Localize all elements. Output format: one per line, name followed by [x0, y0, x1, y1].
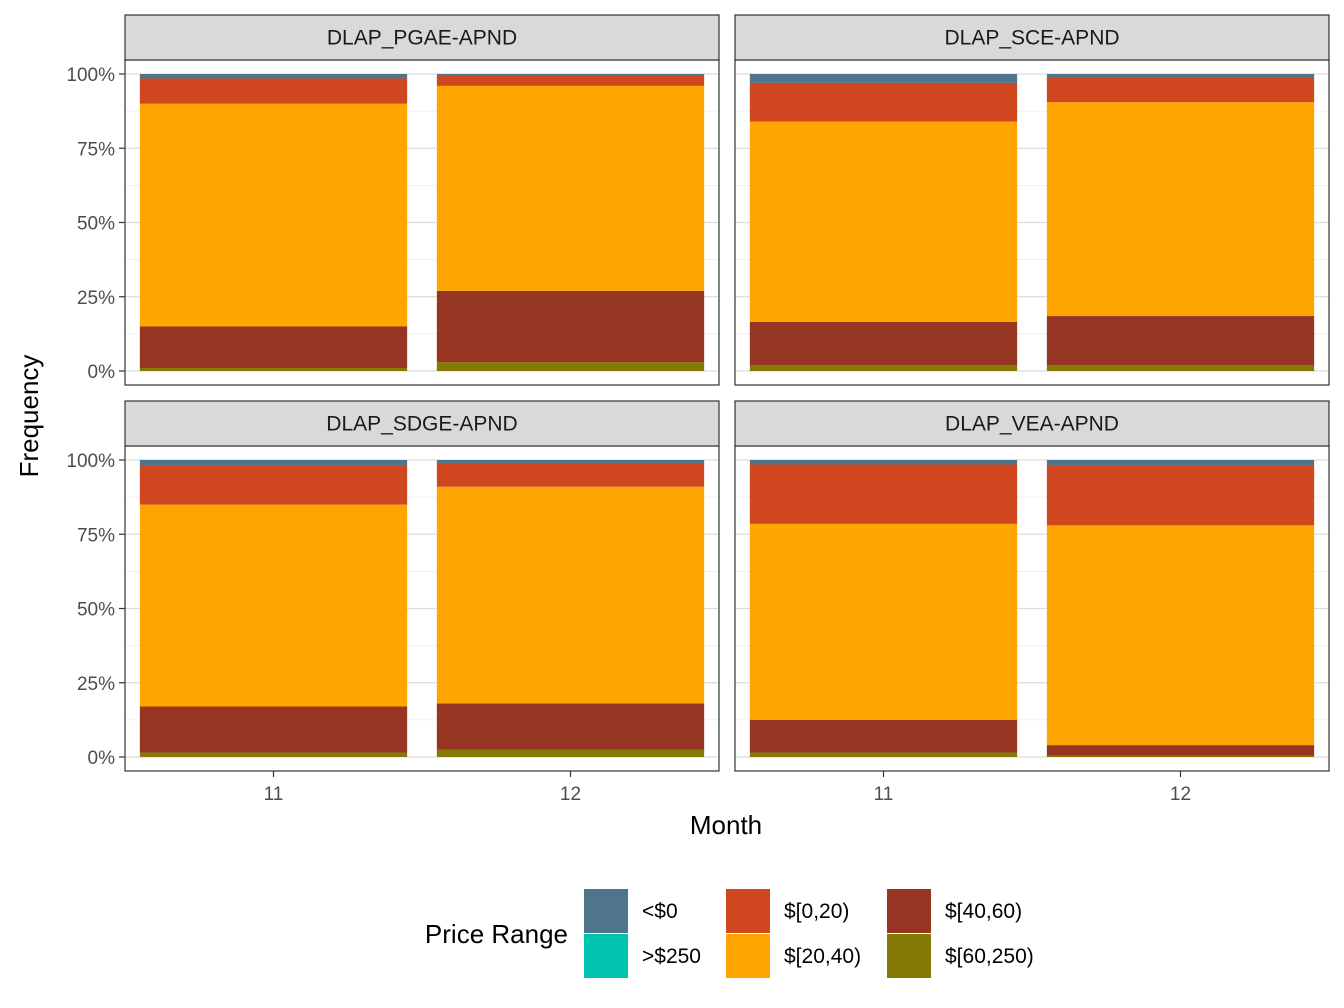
bar-segment — [139, 706, 408, 753]
bar-segment — [749, 752, 1018, 757]
legend-key — [726, 934, 770, 978]
bar-segment — [1046, 102, 1315, 317]
bar-segment — [1046, 76, 1315, 103]
bar-segment — [749, 365, 1018, 371]
bar-segment — [139, 460, 408, 466]
bar-segment — [1046, 755, 1315, 757]
y-tick-label: 25% — [77, 674, 115, 695]
y-tick-label: 75% — [77, 139, 115, 160]
y-tick-label: 25% — [77, 288, 115, 309]
x-tick-label: 11 — [874, 784, 894, 805]
legend-label: <$0 — [642, 900, 678, 923]
legend-label: >$250 — [642, 945, 701, 968]
legend: Price Range <$0 >$250 $[0,20) $[20,40) $[40,… — [425, 889, 1034, 978]
bar-segment — [1046, 365, 1315, 371]
bar-segment — [436, 75, 705, 86]
legend-key — [887, 934, 931, 978]
panels-layer: DLAP_PGAE-APND DLAP_SCE-APND DLAP_SDGE-APN… — [124, 14, 1330, 772]
bar-segment — [749, 523, 1018, 720]
y-tick-label: 50% — [77, 600, 115, 621]
bar-segment — [436, 74, 705, 76]
facet-panel: DLAP_VEA-APND — [734, 400, 1330, 772]
legend-key — [584, 889, 628, 933]
axes-layer: 0% 25% 50% 75% 100% 0% 25% 50% 75% 100% 11 12 11 12 — [66, 65, 1191, 805]
legend-key — [887, 889, 931, 933]
y-tick-label: 0% — [88, 748, 116, 769]
x-axis-title: Month — [690, 810, 762, 840]
bar-segment — [1046, 525, 1315, 746]
bar-segment — [436, 362, 705, 371]
facet-panel: DLAP_PGAE-APND — [124, 14, 720, 386]
x-tick-label: 12 — [1170, 784, 1191, 805]
legend-title: Price Range — [425, 919, 568, 949]
bar-segment — [139, 78, 408, 104]
facet-strip-label: DLAP_VEA-APND — [945, 413, 1119, 436]
facet-strip — [734, 14, 1330, 61]
x-tick-label: 12 — [560, 784, 581, 805]
bar-segment — [139, 504, 408, 707]
bar-segment — [749, 464, 1018, 524]
y-tick-label: 75% — [77, 525, 115, 546]
bar-segment — [436, 290, 705, 363]
bar-segment — [749, 74, 1018, 83]
x-tick-label: 11 — [264, 784, 284, 805]
bar-segment — [749, 460, 1018, 465]
bar-segment — [749, 82, 1018, 122]
bar-segment — [749, 719, 1018, 753]
bar-segment — [436, 703, 705, 750]
bar-segment — [1046, 460, 1315, 466]
bar-segment — [436, 85, 705, 291]
y-tick-label: 100% — [66, 65, 115, 86]
bar-segment — [436, 462, 705, 487]
facet-strip — [124, 14, 720, 61]
bar-segment — [749, 321, 1018, 366]
facet-strip — [124, 400, 720, 447]
bar-segment — [1046, 74, 1315, 77]
bar-segment — [436, 460, 705, 463]
y-tick-label: 100% — [66, 451, 115, 472]
facet-panel: DLAP_SCE-APND — [734, 14, 1330, 386]
bar-segment — [749, 121, 1018, 322]
bar-segment — [436, 486, 705, 704]
facet-strip-label: DLAP_SCE-APND — [944, 27, 1119, 50]
bar-segment — [139, 103, 408, 327]
facet-strip-label: DLAP_SDGE-APND — [326, 413, 517, 436]
bar-segment — [436, 749, 705, 757]
bar-segment — [139, 326, 408, 369]
bar-segment — [1046, 316, 1315, 366]
legend-label: $[40,60) — [945, 900, 1022, 923]
legend-label: $[0,20) — [784, 900, 849, 923]
legend-key — [584, 934, 628, 978]
y-tick-label: 50% — [77, 214, 115, 235]
bar-segment — [139, 752, 408, 757]
legend-key — [726, 889, 770, 933]
bar-segment — [139, 74, 408, 79]
y-tick-label: 0% — [88, 362, 116, 383]
legend-label: $[60,250) — [945, 945, 1034, 968]
bar-segment — [139, 465, 408, 505]
y-axis-title: Frequency — [14, 355, 44, 478]
bar-segment — [1046, 465, 1315, 526]
facet-strip — [734, 400, 1330, 447]
bar-segment — [139, 368, 408, 371]
bar-segment — [1046, 745, 1315, 756]
legend-label: $[20,40) — [784, 945, 861, 968]
facet-panel: DLAP_SDGE-APND — [124, 400, 720, 772]
facet-strip-label: DLAP_PGAE-APND — [327, 27, 517, 50]
